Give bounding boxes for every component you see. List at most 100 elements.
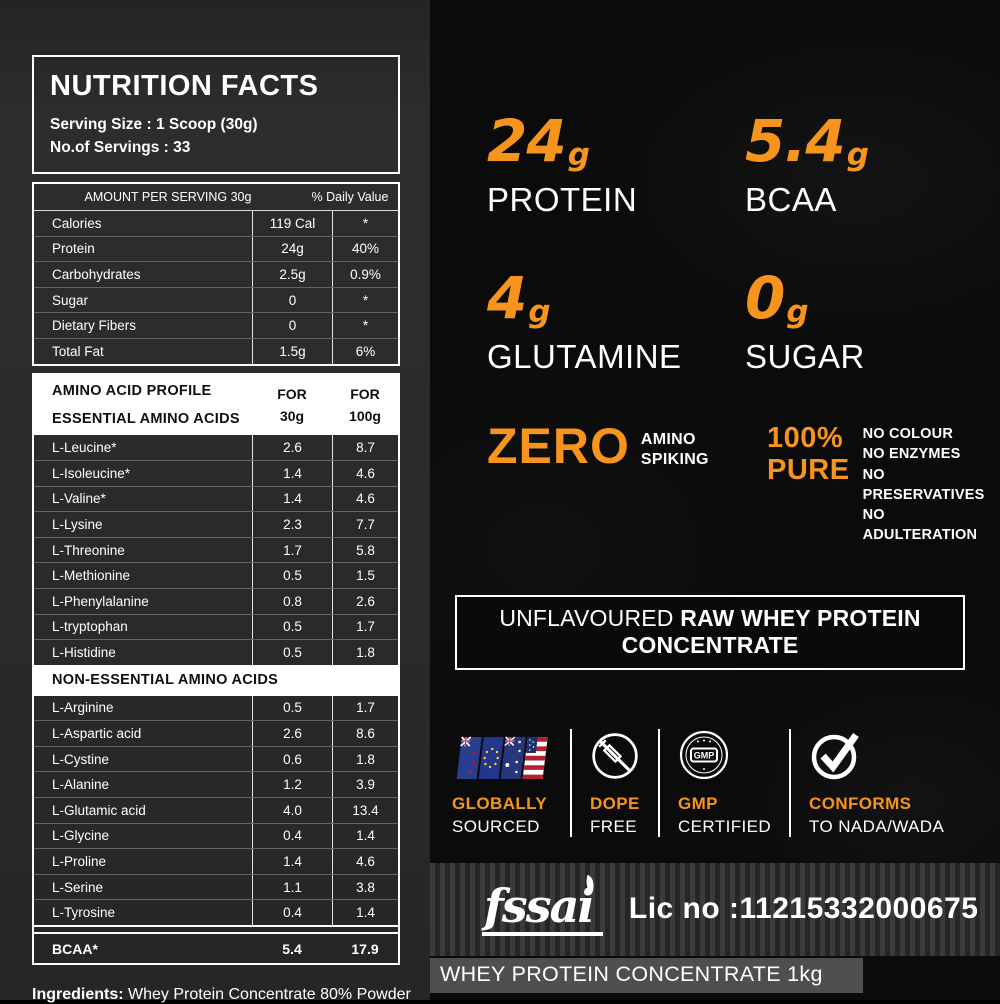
amino-per-30g: 0.4 <box>252 823 332 849</box>
stat-label: PROTEIN <box>487 181 638 218</box>
bcaa-per-100g: 17.9 <box>351 940 379 957</box>
gmp-badge-icon: GMP <box>678 727 730 781</box>
nutrient-name: Dietary Fibers <box>52 318 137 334</box>
amino-acid-table: AMINO ACID PROFILE ESSENTIAL AMINO ACIDS… <box>32 372 400 966</box>
servings-count-text: No.of Servings : 33 <box>50 139 191 156</box>
nutrient-daily-value: * <box>332 211 398 236</box>
nutrient-name: Calories <box>52 215 102 231</box>
table-row: L-tryptophan 0.5 1.7 <box>34 613 398 640</box>
amino-per-100g: 4.6 <box>332 849 398 874</box>
badge-label-top: GLOBALLY <box>452 793 548 813</box>
stat-value: 5.4g <box>745 107 869 175</box>
product-name-bar: WHEY PROTEIN CONCENTRATE 1kg <box>430 957 863 993</box>
table-row: Sugar 0 * <box>34 286 398 313</box>
amino-per-30g: 2.6 <box>252 435 332 460</box>
amino-per-100g: 5.8 <box>332 537 398 563</box>
amino-per-30g: 1.2 <box>252 772 332 798</box>
nutrition-table: AMOUNT PER SERVING 30g % Daily Value Cal… <box>32 182 400 366</box>
amino-per-100g: 1.8 <box>332 640 398 665</box>
table-row: L-Valine* 1.4 4.6 <box>34 485 398 512</box>
fssai-logo: fssai <box>482 883 603 936</box>
bcaa-total-row: BCAA* 5.4 17.9 <box>34 932 398 963</box>
banner-product-type: RAW WHEY PROTEIN CONCENTRATE <box>621 604 921 658</box>
amino-per-100g: 1.7 <box>332 695 398 721</box>
non-essential-amino-rows: L-Arginine 0.5 1.7 L-Aspartic acid 2.6 8.6 L-C… <box>34 695 398 928</box>
flags-icon <box>452 727 552 781</box>
stat-highlight: 0g SUGAR <box>745 269 1000 376</box>
nutrition-table-rows: Calories 119 Cal * Protein 24g 40% Carbohydrat… <box>34 211 398 364</box>
table-row: L-Proline 1.4 4.6 <box>34 848 398 874</box>
nutrition-facts-title: NUTRITION FACTS <box>50 70 319 102</box>
pure-word: PURE <box>767 453 850 486</box>
thirty-g-label: 30g <box>279 407 305 424</box>
amino-word: AMINO <box>640 431 696 448</box>
amino-per-30g: 2.3 <box>252 512 332 537</box>
badge-label-top: GMP <box>678 793 718 813</box>
amino-per-100g: 1.4 <box>332 900 398 926</box>
nutrition-panel: NUTRITION FACTS Serving Size : 1 Scoop (… <box>0 0 430 1003</box>
table-row: L-Arginine 0.5 1.7 <box>34 695 398 721</box>
for-100g-column-header: FOR 100g <box>332 383 398 428</box>
nutrient-amount: 1.5g <box>252 338 332 364</box>
nutrition-table-header: AMOUNT PER SERVING 30g % Daily Value <box>34 184 398 211</box>
amino-name: L-Histidine <box>52 644 116 660</box>
certification-badges: GLOBALLY SOURCED DOPE FREE GMP GMP CERTIFIED CO… <box>452 727 992 837</box>
badge-separator <box>570 728 572 837</box>
amino-per-100g: 1.8 <box>332 746 398 772</box>
badge-label-bottom: SOURCED <box>452 816 540 836</box>
nutrient-amount: 0 <box>252 313 332 338</box>
pure-claim-item: NO PRESERVATIVES <box>862 466 985 503</box>
amino-name: L-Cystine <box>52 751 110 767</box>
certification-badge: GMP GMP CERTIFIED <box>678 727 771 837</box>
stat-value: 4g <box>487 264 551 332</box>
hundred-percent: 100% <box>767 422 844 454</box>
table-row: L-Histidine 0.5 1.8 <box>34 639 398 665</box>
for-label: FOR <box>350 385 380 402</box>
table-row: L-Glutamic acid 4.0 13.4 <box>34 797 398 823</box>
amino-per-30g: 1.4 <box>252 849 332 874</box>
stat-unit: g <box>528 294 550 330</box>
amino-profile-title: AMINO ACID PROFILE <box>52 382 212 399</box>
amino-name: L-Valine* <box>52 491 106 507</box>
amino-per-30g: 2.6 <box>252 721 332 746</box>
amino-per-100g: 13.4 <box>332 798 398 823</box>
amino-per-30g: 1.1 <box>252 874 332 900</box>
table-row: Carbohydrates 2.5g 0.9% <box>34 261 398 287</box>
fssai-license-number: Lic no :11215332000675 <box>628 892 979 926</box>
amino-name: L-Leucine* <box>52 440 117 456</box>
certification-badge: CONFORMS TO NADA/WADA <box>809 727 944 837</box>
amino-per-30g: 0.8 <box>252 588 332 614</box>
pure-claim-item: NO COLOUR <box>862 426 953 442</box>
stat-value: 0g <box>745 264 809 332</box>
amino-per-30g: 0.4 <box>252 900 332 926</box>
product-type-banner: UNFLAVOURED RAW WHEY PROTEIN CONCENTRATE <box>455 594 965 670</box>
amino-header-titles: AMINO ACID PROFILE ESSENTIAL AMINO ACIDS <box>34 383 252 428</box>
badge-label-top: DOPE <box>590 793 640 813</box>
stat-highlight: 24g PROTEIN <box>487 112 745 219</box>
dope-free-icon <box>590 727 640 781</box>
essential-amino-rows: L-Leucine* 2.6 8.7 L-Isoleucine* 1.4 4.6 L-Val… <box>34 435 398 665</box>
amino-name: L-Methionine <box>52 568 131 584</box>
badge-label-bottom: CERTIFIED <box>678 816 772 836</box>
amino-name: L-Alanine <box>52 777 110 793</box>
table-row: Protein 24g 40% <box>34 235 398 262</box>
amino-per-100g: 1.7 <box>332 614 398 640</box>
nutrient-amount: 119 Cal <box>252 211 332 236</box>
amino-name: L-tryptophan <box>52 619 128 635</box>
amino-name: L-Serine <box>52 879 104 895</box>
svg-text:GMP: GMP <box>694 750 715 760</box>
nutrient-daily-value: 0.9% <box>332 262 398 287</box>
nutrient-amount: 24g <box>252 236 332 262</box>
amino-per-100g: 8.6 <box>332 721 398 746</box>
table-row: L-Threonine 1.7 5.8 <box>34 536 398 563</box>
table-row: Calories 119 Cal * <box>34 211 398 236</box>
amino-per-30g: 0.6 <box>252 746 332 772</box>
stat-label: SUGAR <box>745 338 865 375</box>
amino-per-30g: 0.5 <box>252 614 332 640</box>
amino-per-100g: 4.6 <box>332 460 398 486</box>
pure-claim-item: NO ENZYMES <box>862 446 961 463</box>
amino-name: L-Proline <box>52 854 107 870</box>
amino-per-100g: 1.4 <box>332 823 398 849</box>
amino-name: L-Phenylalanine <box>52 593 149 609</box>
